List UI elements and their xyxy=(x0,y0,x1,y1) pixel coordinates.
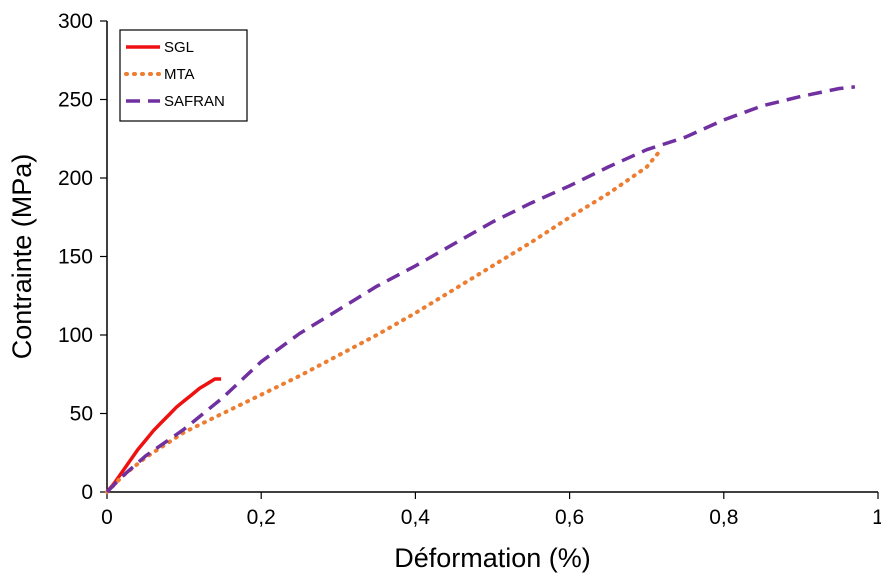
legend-label-sgl: SGL xyxy=(164,39,194,56)
y-tick-label: 0 xyxy=(81,481,93,504)
series-line-sgl xyxy=(105,377,222,494)
y-tick-label: 250 xyxy=(58,89,93,112)
y-tick-label: 150 xyxy=(58,246,93,269)
x-tick-label: 1 xyxy=(872,506,881,529)
legend-label-safran: SAFRAN xyxy=(164,93,225,110)
legend-label-mta: MTA xyxy=(164,66,195,83)
y-tick-label: 50 xyxy=(70,403,93,426)
x-tick-label: 0,8 xyxy=(709,506,738,529)
axes: 0 0,2 0,4 0,6 0,8 1 0 50 100 150 200 250 300 xyxy=(58,10,881,529)
y-axis-title: Contrainte (MPa) xyxy=(7,154,37,360)
x-axis-title: Déformation (%) xyxy=(394,543,591,573)
x-tick-label: 0,2 xyxy=(247,506,276,529)
legend: SGL MTA SAFRAN xyxy=(119,29,248,122)
x-tick-label: 0 xyxy=(101,506,113,529)
legend-box xyxy=(119,29,248,122)
x-tick-label: 0,6 xyxy=(555,506,584,529)
y-tick-label: 300 xyxy=(58,10,93,33)
y-tick-label: 200 xyxy=(58,167,93,190)
y-tick-label: 100 xyxy=(58,324,93,347)
x-tick-label: 0,4 xyxy=(401,506,431,529)
series-line-mta xyxy=(105,150,661,494)
series-line-safran xyxy=(105,85,856,494)
series-layer xyxy=(105,85,856,494)
